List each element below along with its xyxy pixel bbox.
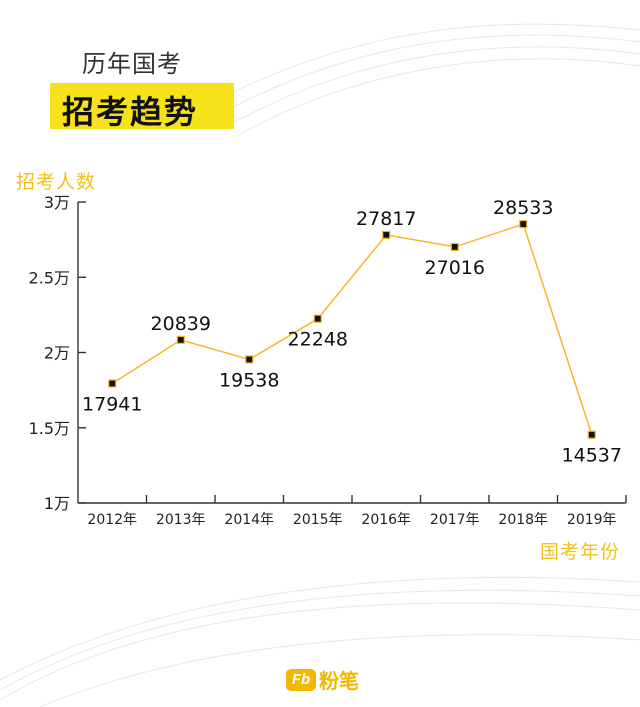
data-label: 22248: [288, 329, 348, 351]
x-axis-label: 国考年份: [540, 541, 621, 563]
series-line: [111, 223, 593, 435]
data-point: [108, 379, 117, 388]
data-label: 17941: [82, 393, 142, 415]
title-highlight: [50, 83, 234, 129]
y-tick-label: 1万: [44, 494, 70, 513]
data-point: [382, 230, 391, 239]
x-tick-label: 2017年: [430, 512, 480, 528]
data-point: [450, 242, 459, 252]
y-tick-label: 2.5万: [29, 268, 70, 287]
data-point: [176, 335, 185, 344]
x-tick-label: 2016年: [361, 512, 411, 528]
data-label: 28533: [493, 197, 553, 219]
y-tick-label: 2万: [44, 344, 70, 363]
data-label: 19538: [219, 369, 279, 391]
page-title: 招考趋势: [62, 93, 199, 131]
data-point: [313, 314, 322, 323]
fb-logo-icon: Fb: [286, 668, 316, 691]
data-point: [245, 355, 254, 364]
y-axis-label: 招考人数: [16, 171, 97, 193]
x-tick-label: 2014年: [224, 512, 274, 528]
y-tick-label: 3万: [44, 193, 70, 212]
x-tick-label: 2015年: [293, 512, 343, 528]
data-label: 20839: [151, 313, 211, 335]
x-tick-label: 2018年: [498, 512, 548, 528]
data-label: 14537: [562, 445, 622, 467]
data-label: 27817: [356, 208, 416, 230]
data-point: [587, 430, 596, 439]
brand-logo: Fb 粉笔: [286, 665, 359, 694]
y-tick-label: 1.5万: [29, 419, 70, 438]
x-tick-label: 2012年: [87, 512, 137, 528]
data-label: 27016: [425, 257, 485, 279]
data-point: [519, 219, 528, 229]
page-subtitle: 历年国考: [82, 50, 182, 78]
x-tick-label: 2019年: [567, 512, 617, 528]
x-tick-label: 2013年: [156, 512, 206, 528]
brand-name: 粉笔: [319, 669, 359, 693]
